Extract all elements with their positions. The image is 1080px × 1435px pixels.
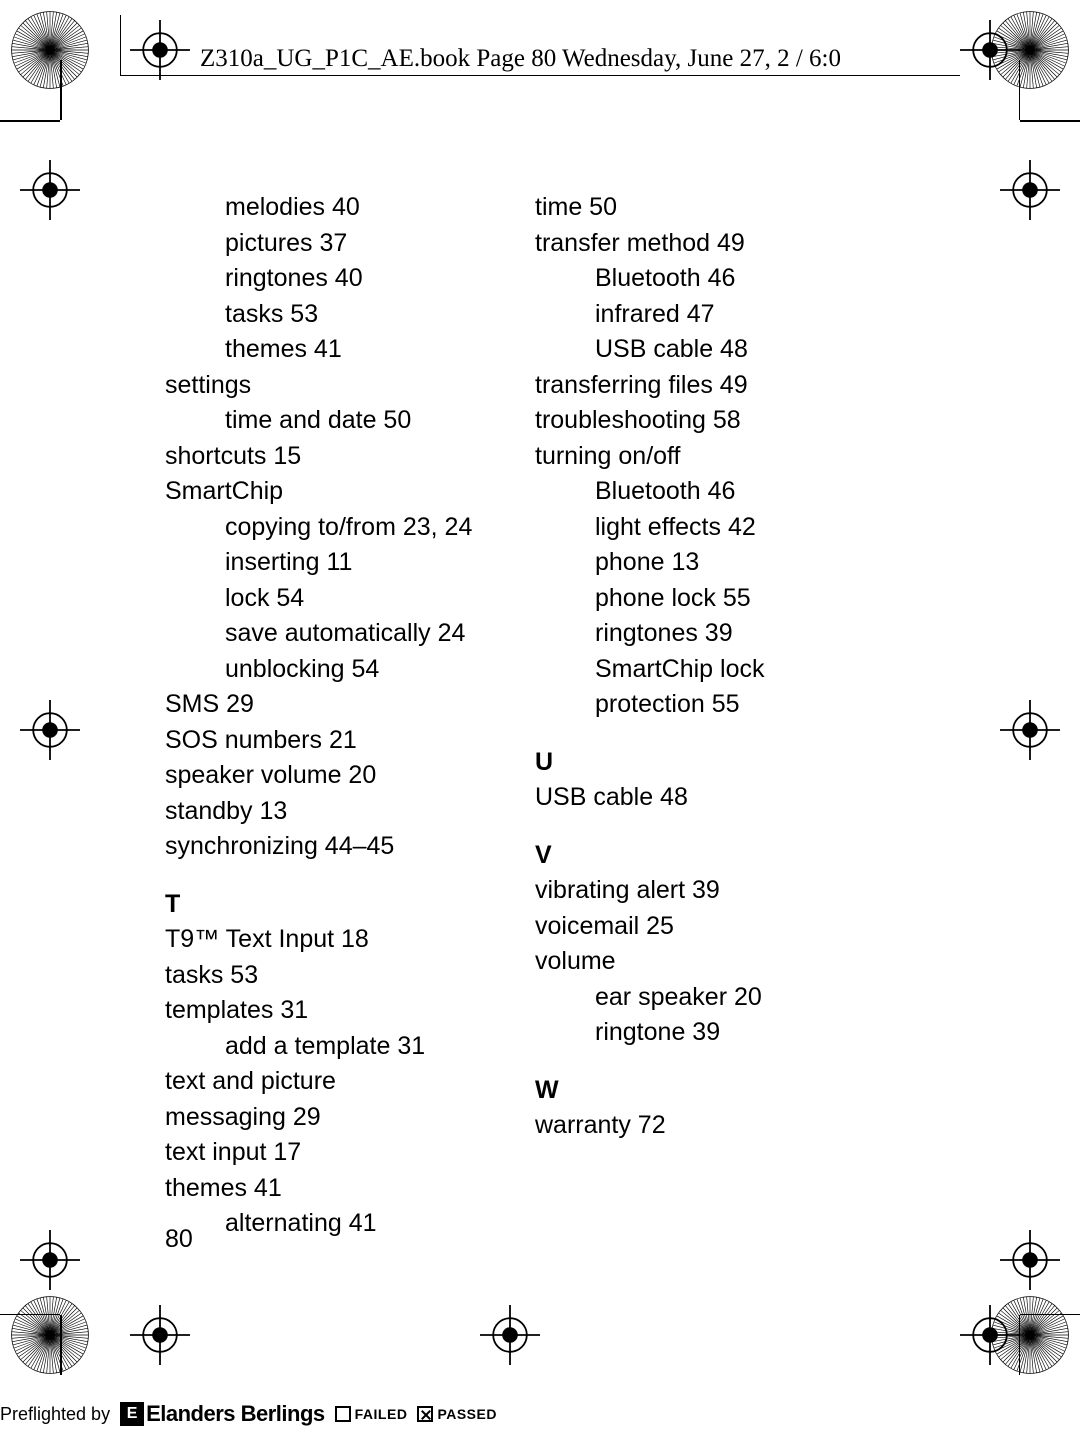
- print-sunburst-icon: [10, 1295, 90, 1375]
- checkbox-empty-icon: [335, 1406, 351, 1422]
- index-entry: T9™ Text Input 18: [165, 922, 515, 958]
- index-entry: ringtones 39: [535, 616, 885, 652]
- index-entry: troubleshooting 58: [535, 403, 885, 439]
- registration-mark-icon: [960, 1305, 1020, 1365]
- index-entry: messaging 29: [165, 1100, 515, 1136]
- index-entry: ringtones 40: [165, 261, 515, 297]
- status-passed: PASSED: [417, 1406, 497, 1422]
- registration-mark-icon: [20, 700, 80, 760]
- registration-mark-icon: [130, 1305, 190, 1365]
- index-entry: unblocking 54: [165, 652, 515, 688]
- registration-mark-icon: [960, 20, 1020, 80]
- index-entry: phone 13: [535, 545, 885, 581]
- index-entry: voicemail 25: [535, 909, 885, 945]
- registration-mark-icon: [130, 20, 190, 80]
- brand-logo: E Elanders Berlings: [120, 1401, 325, 1427]
- index-entry: volume: [535, 944, 885, 980]
- index-entry: synchronizing 44–45: [165, 829, 515, 865]
- registration-mark-icon: [1000, 700, 1060, 760]
- header-rule-vert: [120, 15, 121, 75]
- index-entry: lock 54: [165, 581, 515, 617]
- index-entry: templates 31: [165, 993, 515, 1029]
- status-failed: FAILED: [335, 1406, 408, 1422]
- index-entry: infrared 47: [535, 297, 885, 333]
- index-entry: time 50: [535, 190, 885, 226]
- index-entry: text input 17: [165, 1135, 515, 1171]
- registration-mark-icon: [20, 1230, 80, 1290]
- index-entry: ringtone 39: [535, 1015, 885, 1051]
- index-section-letter: T: [165, 887, 515, 923]
- index-entry: melodies 40: [165, 190, 515, 226]
- index-entry: standby 13: [165, 794, 515, 830]
- index-entry: themes 41: [165, 332, 515, 368]
- index-entry: protection 55: [535, 687, 885, 723]
- index-entry: save automatically 24: [165, 616, 515, 652]
- index-section-letter: U: [535, 745, 885, 781]
- index-section-letter: W: [535, 1073, 885, 1109]
- index-entry: themes 41: [165, 1171, 515, 1207]
- index-entry: SMS 29: [165, 687, 515, 723]
- index-entry: Bluetooth 46: [535, 474, 885, 510]
- index-entry: Bluetooth 46: [535, 261, 885, 297]
- registration-mark-icon: [20, 160, 80, 220]
- brand-name: Elanders Berlings: [146, 1401, 325, 1427]
- index-entry: inserting 11: [165, 545, 515, 581]
- index-entry: SmartChip lock: [535, 652, 885, 688]
- index-entry: text and picture: [165, 1064, 515, 1100]
- index-entry: vibrating alert 39: [535, 873, 885, 909]
- index-entry: shortcuts 15: [165, 439, 515, 475]
- header-rule: [120, 75, 960, 76]
- index-entry: USB cable 48: [535, 332, 885, 368]
- crop-mark: [60, 60, 62, 120]
- page-number: 80: [165, 1225, 193, 1254]
- checkbox-checked-icon: [417, 1406, 433, 1422]
- index-entry: speaker volume 20: [165, 758, 515, 794]
- index-entry: light effects 42: [535, 510, 885, 546]
- index-entry: phone lock 55: [535, 581, 885, 617]
- index-entry: settings: [165, 368, 515, 404]
- index-entry: transfer method 49: [535, 226, 885, 262]
- index-entry: tasks 53: [165, 958, 515, 994]
- preflight-label: Preflighted by: [0, 1404, 110, 1425]
- crop-mark: [0, 120, 60, 122]
- crop-mark: [1019, 1315, 1021, 1375]
- crop-mark: [60, 1315, 62, 1375]
- index-entry: pictures 37: [165, 226, 515, 262]
- registration-mark-icon: [1000, 160, 1060, 220]
- print-header: Z310a_UG_P1C_AE.book Page 80 Wednesday, …: [200, 45, 841, 73]
- index-content: melodies 40pictures 37ringtones 40tasks …: [165, 190, 885, 1242]
- index-entry: copying to/from 23, 24: [165, 510, 515, 546]
- index-column-left: melodies 40pictures 37ringtones 40tasks …: [165, 190, 515, 1242]
- index-entry: add a template 31: [165, 1029, 515, 1065]
- print-sunburst-icon: [10, 10, 90, 90]
- index-entry: ear speaker 20: [535, 980, 885, 1016]
- index-section-letter: V: [535, 838, 885, 874]
- registration-mark-icon: [1000, 1230, 1060, 1290]
- registration-mark-icon: [480, 1305, 540, 1365]
- index-entry: transferring files 49: [535, 368, 885, 404]
- index-entry: time and date 50: [165, 403, 515, 439]
- index-entry: warranty 72: [535, 1108, 885, 1144]
- index-entry: turning on/off: [535, 439, 885, 475]
- index-entry: alternating 41: [165, 1206, 515, 1242]
- index-entry: SOS numbers 21: [165, 723, 515, 759]
- crop-mark: [1020, 1314, 1080, 1316]
- preflight-footer: Preflighted by E Elanders Berlings FAILE…: [0, 1401, 497, 1427]
- index-entry: SmartChip: [165, 474, 515, 510]
- crop-mark: [1020, 120, 1080, 122]
- index-entry: tasks 53: [165, 297, 515, 333]
- crop-mark: [0, 1314, 60, 1316]
- index-entry: USB cable 48: [535, 780, 885, 816]
- index-column-right: time 50transfer method 49Bluetooth 46inf…: [535, 190, 885, 1242]
- brand-logo-icon: E: [120, 1402, 144, 1426]
- crop-mark: [1019, 60, 1021, 120]
